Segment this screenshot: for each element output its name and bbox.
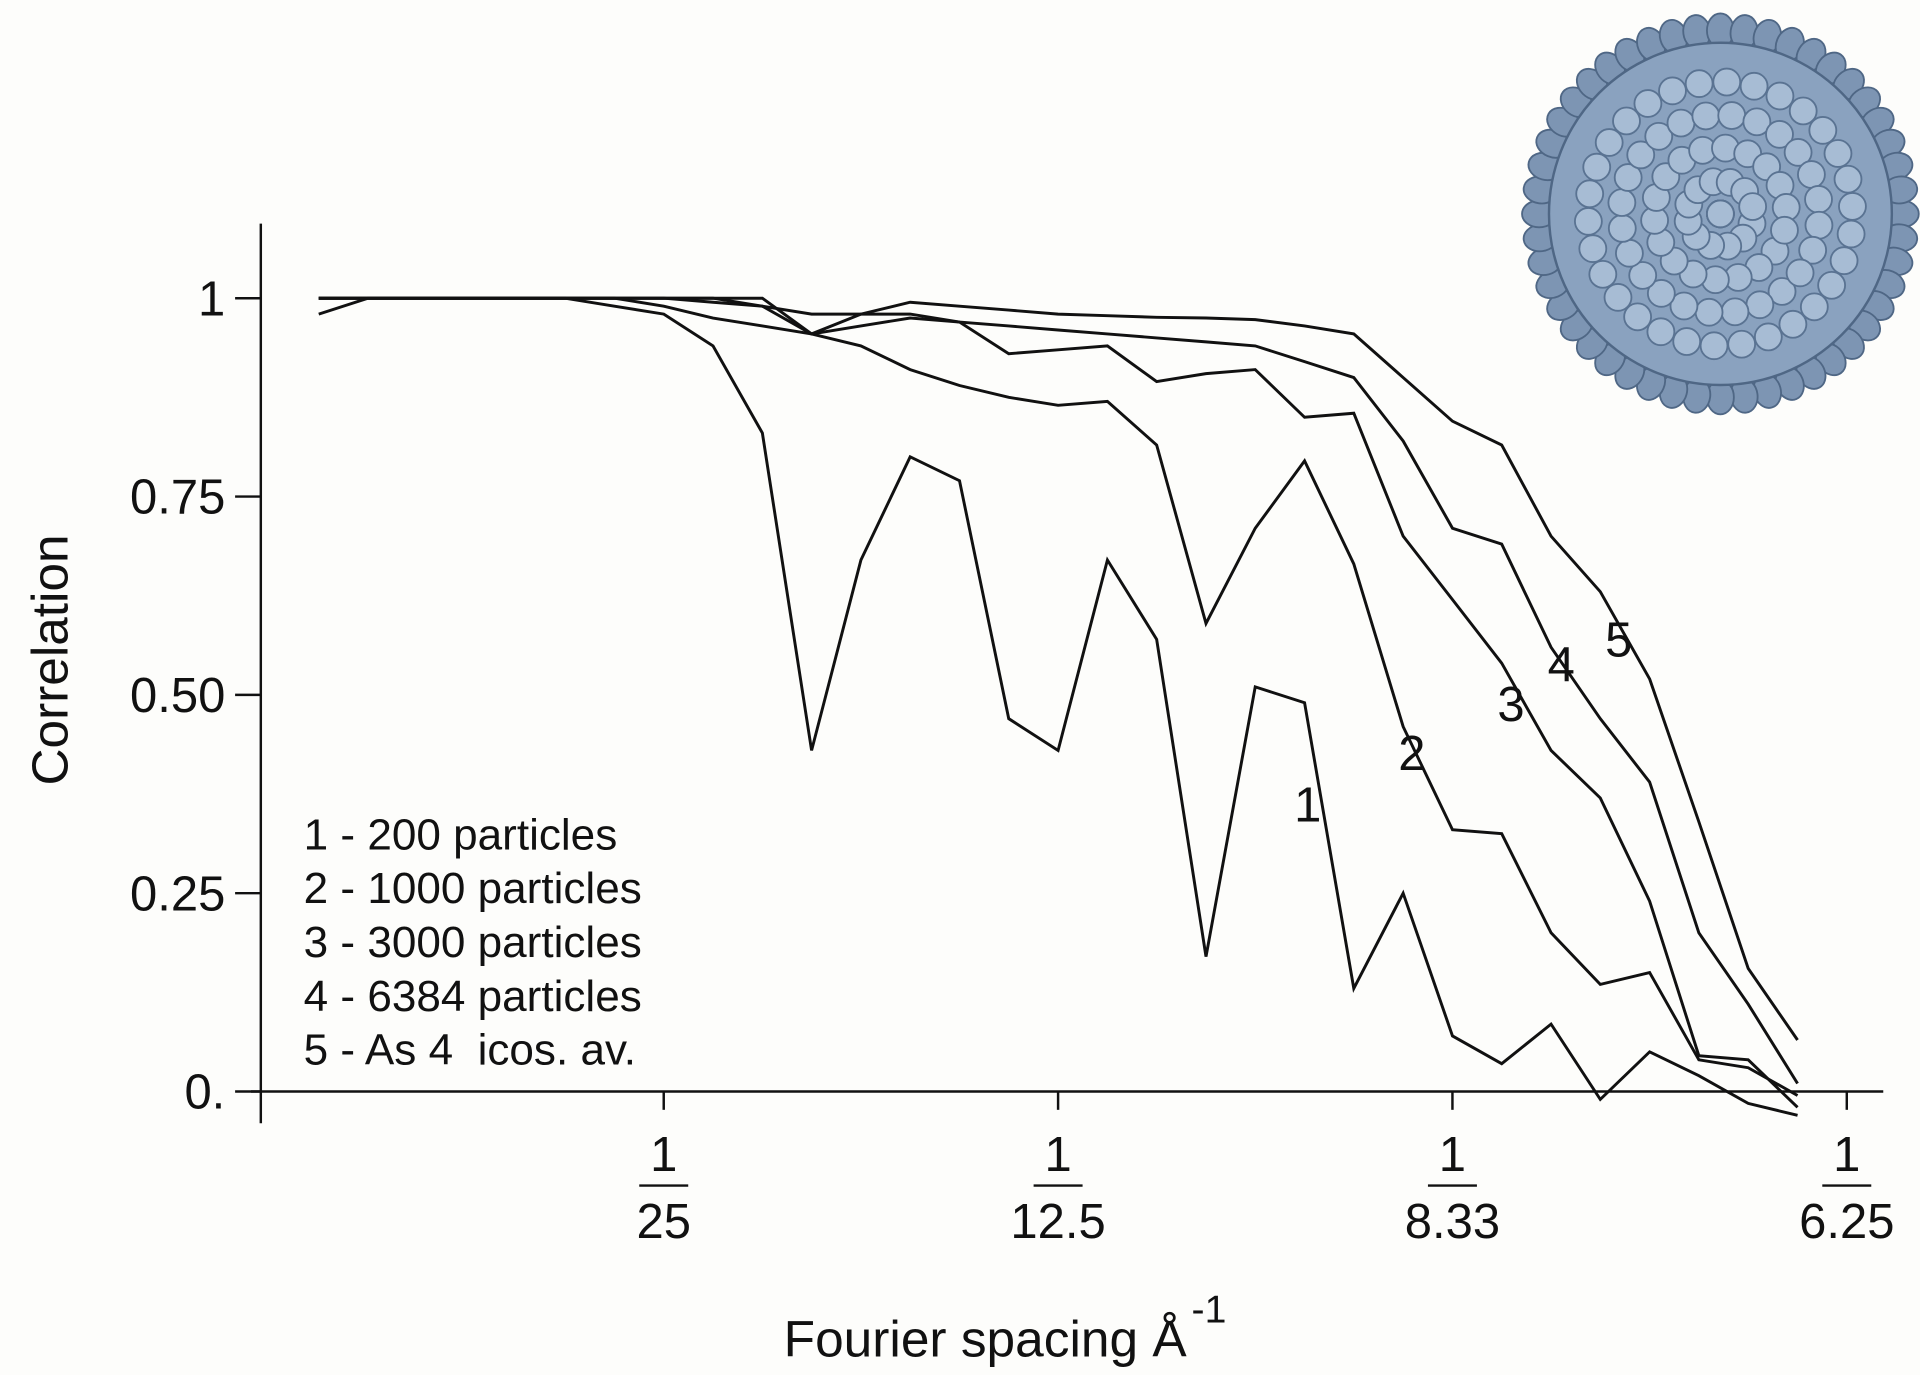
- virus-capsomer: [1804, 185, 1833, 214]
- x-tick-numerator: 1: [1439, 1128, 1466, 1182]
- legend-entry: 5 - As 4 icos. av.: [304, 1026, 636, 1075]
- virus-capsomer: [1804, 210, 1834, 240]
- virus-capsomer: [1607, 188, 1637, 217]
- virus-capsomer: [1646, 317, 1676, 347]
- x-tick-denominator: 25: [637, 1195, 691, 1249]
- series-label: 4: [1548, 638, 1575, 692]
- virus-capsomer: [1594, 128, 1624, 157]
- virus-capsomer: [1694, 297, 1724, 327]
- y-tick-label: 0.25: [130, 867, 225, 921]
- virus-capsomer: [1727, 329, 1757, 359]
- virus-capsomer: [1829, 246, 1859, 276]
- virus-capsomer: [1738, 192, 1768, 221]
- series-label: 1: [1294, 778, 1321, 832]
- virus-capsomer: [1753, 322, 1783, 352]
- virus-capsomer: [1785, 258, 1815, 288]
- virus-capsomer: [1615, 238, 1644, 268]
- virus-capsomer: [1582, 152, 1612, 182]
- x-axis-label: Fourier spacing Å: [784, 1310, 1188, 1368]
- virus-capsomer: [1699, 331, 1729, 361]
- virus-capsomer: [1765, 81, 1795, 111]
- virus-capsomer: [1603, 283, 1633, 312]
- y-tick-label: 0.75: [130, 471, 225, 525]
- virus-capsomer: [1672, 327, 1702, 356]
- x-tick-numerator: 1: [1833, 1128, 1860, 1182]
- series-label: 5: [1605, 613, 1632, 667]
- y-tick-label: 0.50: [130, 669, 225, 723]
- legend-entry: 4 - 6384 particles: [304, 972, 642, 1021]
- x-axis-label-superscript: -1: [1192, 1288, 1227, 1331]
- virus-capsomer: [1797, 160, 1826, 189]
- virus-capsomer: [1666, 108, 1696, 138]
- series-line: [318, 296, 1799, 1041]
- legend-entry: 1 - 200 particles: [304, 810, 618, 859]
- virus-capsomer: [1799, 292, 1829, 322]
- virus-capsomer: [1613, 163, 1643, 192]
- virus-capsomer: [1646, 279, 1676, 308]
- virus-illustration: [1521, 12, 1920, 416]
- x-tick-numerator: 1: [650, 1128, 677, 1182]
- legend-entry: 2 - 1000 particles: [304, 864, 642, 913]
- virus-capsomer: [1588, 259, 1618, 289]
- virus-capsomer: [1788, 96, 1818, 126]
- virus-capsomer: [1573, 206, 1603, 236]
- virus-capsomer: [1808, 116, 1838, 145]
- virus-capsomer: [1739, 71, 1769, 101]
- virus-capsomer: [1720, 297, 1750, 327]
- x-tick-denominator: 12.5: [1010, 1195, 1105, 1249]
- virus-capsomer: [1623, 302, 1653, 332]
- virus-capsomer: [1783, 137, 1813, 167]
- virus-capsomer: [1778, 309, 1808, 339]
- virus-capsomer: [1798, 235, 1828, 265]
- virus-capsomer: [1717, 101, 1747, 130]
- x-tick-numerator: 1: [1044, 1128, 1071, 1182]
- virus-capsomer: [1658, 76, 1687, 106]
- virus-capsomer: [1836, 219, 1866, 249]
- virus-capsomer: [1742, 107, 1772, 137]
- virus-capsomer: [1684, 69, 1714, 98]
- y-tick-label: 0.: [184, 1066, 225, 1120]
- y-axis-label: Correlation: [20, 534, 78, 785]
- virus-capsomer: [1706, 199, 1735, 229]
- virus-capsomer: [1765, 120, 1794, 149]
- virus-capsomer: [1612, 106, 1641, 136]
- virus-capsomer: [1817, 270, 1847, 300]
- virus-capsomer: [1712, 67, 1742, 97]
- series-label: 3: [1497, 678, 1524, 732]
- virus-capsomer: [1745, 290, 1775, 320]
- series-label: 2: [1398, 727, 1425, 781]
- y-tick-label: 1: [198, 272, 225, 326]
- virus-capsomer: [1770, 215, 1799, 245]
- virus-capsomer: [1628, 261, 1658, 290]
- virus-capsomer: [1607, 214, 1637, 243]
- x-tick-denominator: 6.25: [1799, 1195, 1894, 1249]
- virus-capsomer: [1691, 101, 1721, 131]
- virus-capsomer: [1823, 139, 1853, 168]
- virus-capsomer: [1626, 140, 1656, 170]
- virus-capsomer: [1833, 164, 1863, 194]
- virus-capsomer: [1644, 121, 1674, 151]
- virus-capsomer: [1669, 291, 1699, 321]
- virus-capsomer: [1838, 192, 1867, 221]
- virus-capsomer: [1633, 89, 1663, 118]
- virus-capsomer: [1575, 179, 1605, 209]
- virus-capsomer: [1767, 277, 1797, 306]
- legend-entry: 3 - 3000 particles: [304, 918, 642, 967]
- virus-capsomer: [1578, 234, 1608, 263]
- x-tick-denominator: 8.33: [1405, 1195, 1500, 1249]
